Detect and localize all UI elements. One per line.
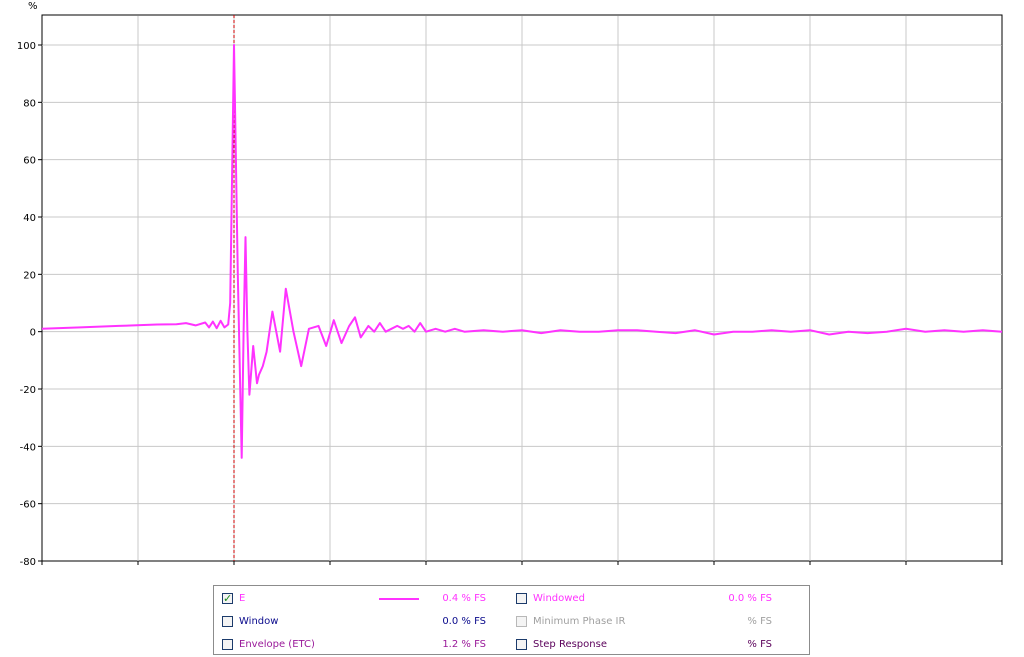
legend-panel: E 0.4 % FS Window 0.0 % FS Envelope (ETC…: [213, 585, 810, 655]
legend-item-window[interactable]: Window 0.0 % FS: [222, 614, 486, 630]
y-tick-label: 60: [23, 156, 36, 167]
y-axis-unit-label: %: [28, 1, 38, 12]
legend-label-e: E: [239, 593, 246, 604]
legend-value-envelope: 1.2 % FS: [442, 639, 486, 650]
envelope-checkbox[interactable]: [222, 639, 233, 650]
legend-item-e[interactable]: E 0.4 % FS: [222, 591, 486, 607]
y-tick-label: 0: [30, 328, 36, 339]
y-tick-label: -20: [20, 385, 36, 396]
legend-label-windowed: Windowed: [533, 593, 585, 604]
window-checkbox[interactable]: [222, 616, 233, 627]
legend-item-minimum-phase: Minimum Phase IR % FS: [516, 614, 776, 630]
legend-label-minimum-phase: Minimum Phase IR: [533, 616, 626, 627]
legend-item-envelope[interactable]: Envelope (ETC) 1.2 % FS: [222, 637, 486, 653]
windowed-checkbox[interactable]: [516, 593, 527, 604]
e-line-swatch: [379, 598, 419, 600]
y-tick-label: 100: [17, 41, 36, 52]
y-axis-ticks: 100 80 60 40 20 0 -20 -40 -60 -80: [17, 41, 42, 568]
step-response-checkbox[interactable]: [516, 639, 527, 650]
legend-label-step-response: Step Response: [533, 639, 607, 650]
legend-label-envelope: Envelope (ETC): [239, 639, 315, 650]
series-line-e: [41, 44, 1003, 459]
legend-value-step-response: % FS: [747, 639, 772, 650]
impulse-response-chart[interactable]: % 100 80 60 40 20 0 -20 -40 -60 -80 -1.00m-500u05…: [0, 0, 1024, 570]
e-checkbox[interactable]: [222, 591, 233, 607]
y-tick-label: -80: [20, 557, 36, 568]
x-axis-ticks: -1.00m-500u0500u1.0m1.5m2.0m2.5m3.0m3.5m…: [41, 561, 1003, 565]
y-tick-label: 20: [23, 270, 36, 281]
grid-lines: [41, 15, 1003, 561]
legend-label-window: Window: [239, 616, 279, 627]
legend-item-step-response[interactable]: Step Response % FS: [516, 637, 776, 653]
y-tick-label: -60: [20, 500, 36, 511]
minimum-phase-checkbox: [516, 616, 527, 627]
legend-value-minimum-phase: % FS: [747, 616, 772, 627]
legend-item-windowed[interactable]: Windowed 0.0 % FS: [516, 591, 776, 607]
y-tick-label: 80: [23, 98, 36, 109]
legend-value-windowed: 0.0 % FS: [728, 593, 772, 604]
y-tick-label: 40: [23, 213, 36, 224]
legend-value-window: 0.0 % FS: [442, 616, 486, 627]
legend-value-e: 0.4 % FS: [442, 593, 486, 604]
y-tick-label: -40: [20, 442, 36, 453]
